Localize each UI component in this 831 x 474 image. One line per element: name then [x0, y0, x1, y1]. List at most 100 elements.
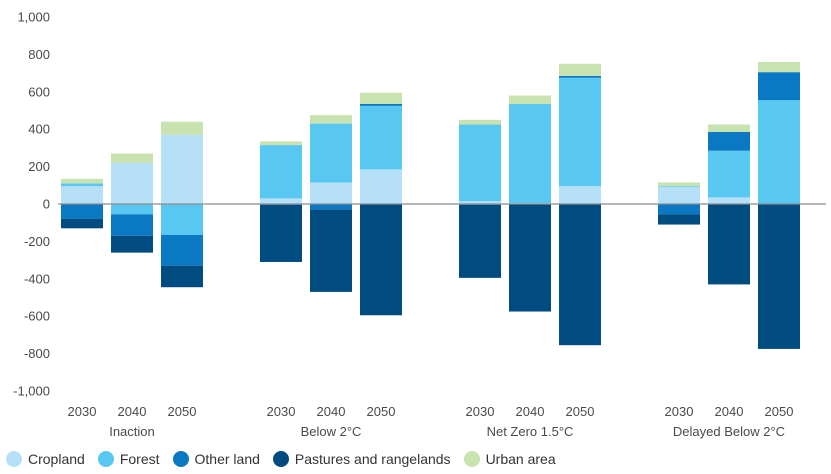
- y-tick-label: -1,000: [13, 384, 50, 399]
- bar-segment-cropland: [161, 134, 203, 204]
- x-tick-label: 2030: [68, 404, 97, 419]
- bar-segment-cropland: [260, 198, 302, 204]
- y-tick-label: -400: [24, 271, 50, 286]
- legend: Cropland Forest Other land Pastures and ran…: [6, 451, 569, 467]
- bar-segment-urban-area: [708, 124, 750, 133]
- legend-item: Pastures and rangelands: [272, 451, 451, 467]
- legend-item: Forest: [97, 451, 160, 467]
- bar-segment-cropland: [61, 186, 103, 204]
- bar-segment-pastures-and-rangelands: [61, 218, 103, 229]
- bar-segment-other-land: [61, 204, 103, 219]
- bar-segment-pastures-and-rangelands: [161, 265, 203, 288]
- bar-segment-other-land: [559, 75, 601, 78]
- x-tick-label: 2050: [168, 404, 197, 419]
- legend-label: Other land: [194, 451, 260, 467]
- bar-segment-urban-area: [658, 182, 700, 187]
- legend-item: Urban area: [463, 451, 556, 467]
- x-tick-label: 2040: [317, 404, 346, 419]
- group-label: Below 2°C: [301, 424, 362, 439]
- bar-segment-forest: [310, 123, 352, 183]
- bar-segment-forest: [509, 103, 551, 204]
- bar-segment-urban-area: [61, 178, 103, 184]
- bar-segment-other-land: [708, 132, 750, 151]
- x-tick-label: 2030: [665, 404, 694, 419]
- bar-segment-forest: [459, 124, 501, 202]
- legend-swatch-icon: [6, 451, 22, 467]
- bar-segment-cropland: [658, 187, 700, 204]
- legend-item: Cropland: [6, 451, 85, 467]
- bar-segment-other-land: [161, 234, 203, 266]
- y-tick-label: 800: [28, 47, 50, 62]
- bar-segment-pastures-and-rangelands: [111, 235, 153, 253]
- x-tick-label: 2050: [765, 404, 794, 419]
- bar-segment-other-land: [310, 204, 352, 210]
- legend-swatch-icon: [172, 451, 189, 467]
- legend-label: Cropland: [28, 451, 85, 467]
- bar-segment-other-land: [658, 204, 700, 215]
- bar-segment-pastures-and-rangelands: [509, 204, 551, 312]
- y-tick-label: -600: [24, 309, 50, 324]
- y-tick-label: 400: [28, 122, 50, 137]
- bar-segment-pastures-and-rangelands: [310, 209, 352, 292]
- legend-label: Forest: [119, 451, 160, 467]
- bar-segment-urban-area: [111, 153, 153, 163]
- bar-segment-pastures-and-rangelands: [459, 204, 501, 278]
- bar-segment-cropland: [708, 197, 750, 204]
- y-tick-label: 0: [43, 197, 50, 212]
- bar-segment-pastures-and-rangelands: [758, 204, 800, 349]
- y-tick-label: 200: [28, 159, 50, 174]
- bar-segment-urban-area: [260, 141, 302, 146]
- bar-segment-forest: [111, 204, 153, 215]
- bar-segment-urban-area: [459, 119, 501, 125]
- bar-segment-urban-area: [758, 61, 800, 73]
- bar-segment-cropland: [459, 201, 501, 204]
- x-tick-label: 2040: [715, 404, 744, 419]
- bar-segment-pastures-and-rangelands: [559, 204, 601, 346]
- y-tick-label: 600: [28, 84, 50, 99]
- bar-segment-cropland: [111, 162, 153, 204]
- bar-segment-forest: [161, 204, 203, 235]
- bar-segment-forest: [260, 145, 302, 199]
- bar-segment-forest: [559, 77, 601, 187]
- bar-segment-cropland: [310, 182, 352, 204]
- x-tick-label: 2030: [466, 404, 495, 419]
- y-axis: 1,000 800 600 400 200 0 -200 -400 -600 -800 -1,000: [13, 10, 50, 399]
- x-tick-label: 2030: [267, 404, 296, 419]
- x-tick-label: 2040: [118, 404, 147, 419]
- stacked-bar-chart: 1,000 800 600 400 200 0 -200 -400 -600 -800 -1,000…: [13, 10, 826, 439]
- group-label: Inaction: [109, 424, 155, 439]
- bar-segment-cropland: [360, 169, 402, 204]
- bar-segment-pastures-and-rangelands: [360, 204, 402, 316]
- bar-segment-urban-area: [559, 63, 601, 76]
- legend-swatch-icon: [463, 451, 480, 467]
- bar-segment-pastures-and-rangelands: [658, 214, 700, 225]
- bar-segment-other-land: [758, 72, 800, 101]
- bar-segment-pastures-and-rangelands: [708, 204, 750, 285]
- legend-label: Pastures and rangelands: [294, 451, 451, 467]
- bar-segment-urban-area: [509, 95, 551, 104]
- legend-swatch-icon: [272, 451, 289, 467]
- bar-segment-forest: [758, 100, 800, 204]
- y-tick-label: 1,000: [17, 10, 50, 25]
- legend-item: Other land: [172, 451, 260, 467]
- bar-segment-urban-area: [360, 92, 402, 104]
- bar-segment-other-land: [111, 214, 153, 236]
- x-tick-label: 2050: [566, 404, 595, 419]
- bar-segment-forest: [360, 105, 402, 170]
- bar-segment-pastures-and-rangelands: [260, 204, 302, 262]
- x-tick-label: 2040: [516, 404, 545, 419]
- bar-segment-urban-area: [310, 115, 352, 124]
- y-tick-label: -800: [24, 346, 50, 361]
- bars: [61, 61, 800, 349]
- legend-swatch-icon: [97, 451, 114, 467]
- legend-label: Urban area: [485, 451, 556, 467]
- bar-segment-forest: [708, 150, 750, 198]
- bar-segment-forest: [61, 183, 103, 187]
- group-label: Delayed Below 2°C: [673, 424, 785, 439]
- group-label: Net Zero 1.5°C: [487, 424, 574, 439]
- bar-segment-cropland: [559, 186, 601, 204]
- bar-segment-urban-area: [161, 121, 203, 135]
- y-tick-label: -200: [24, 234, 50, 249]
- x-axis: 2030 2040 2050 2030 2040 2050 2030 2040 2050 2030…: [68, 404, 794, 439]
- x-tick-label: 2050: [367, 404, 396, 419]
